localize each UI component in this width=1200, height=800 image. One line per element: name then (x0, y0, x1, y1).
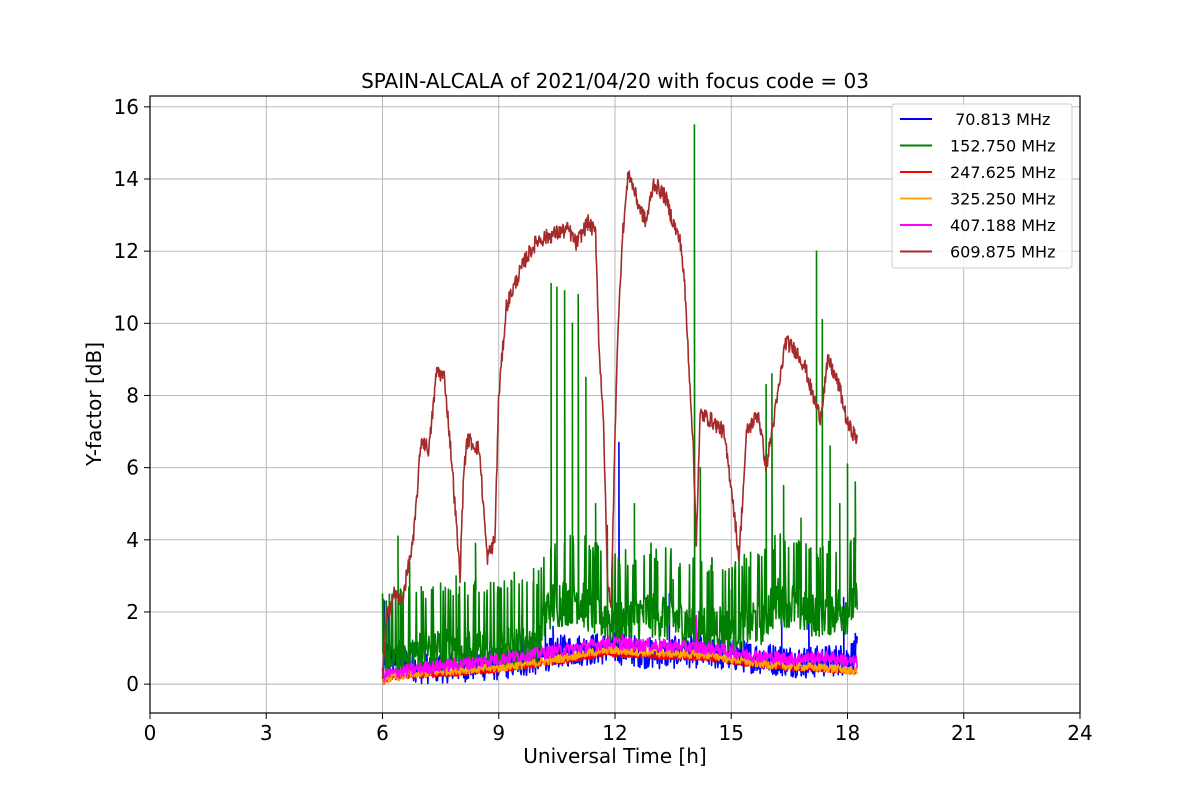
x-tick-label: 21 (951, 721, 976, 745)
x-tick-label: 15 (719, 721, 744, 745)
series-line-5 (381, 170, 858, 679)
y-tick-label: 12 (114, 239, 139, 263)
x-axis-ticks: 0 3 6 9 12 15 18 21 24 (144, 713, 1093, 745)
x-tick-label: 0 (144, 721, 157, 745)
series-line-4 (381, 614, 858, 682)
y-tick-label: 0 (126, 672, 139, 696)
y-axis-label: Y-factor [dB] (82, 342, 106, 467)
x-tick-label: 6 (376, 721, 389, 745)
y-tick-label: 10 (114, 311, 139, 335)
x-axis-label: Universal Time [h] (523, 744, 706, 768)
chart-title: SPAIN-ALCALA of 2021/04/20 with focus co… (361, 69, 869, 93)
legend-label: 152.750 MHz (950, 137, 1055, 156)
series-lines (381, 124, 858, 685)
y-tick-label: 8 (126, 383, 139, 407)
legend-box (891, 103, 1073, 269)
y-axis-ticks: 0 2 4 6 8 10 12 14 16 (114, 95, 150, 696)
x-tick-label: 12 (602, 721, 627, 745)
x-tick-label: 24 (1067, 721, 1092, 745)
legend: 70.813 MHz 152.750 MHz 247.625 MHz 325.250 … (891, 103, 1073, 269)
y-tick-label: 14 (114, 167, 139, 191)
legend-label: 325.250 MHz (950, 190, 1055, 209)
y-tick-label: 16 (114, 95, 139, 119)
legend-label: 407.188 MHz (950, 216, 1055, 235)
y-tick-label: 2 (126, 600, 139, 624)
legend-label: 70.813 MHz (950, 110, 1050, 129)
legend-label: 247.625 MHz (950, 163, 1055, 182)
x-tick-label: 3 (260, 721, 273, 745)
series-line-1 (381, 124, 858, 683)
y-tick-label: 4 (126, 528, 139, 552)
x-tick-label: 9 (492, 721, 505, 745)
x-tick-label: 18 (835, 721, 860, 745)
legend-label: 609.875 MHz (950, 243, 1055, 262)
y-tick-label: 6 (126, 456, 139, 480)
